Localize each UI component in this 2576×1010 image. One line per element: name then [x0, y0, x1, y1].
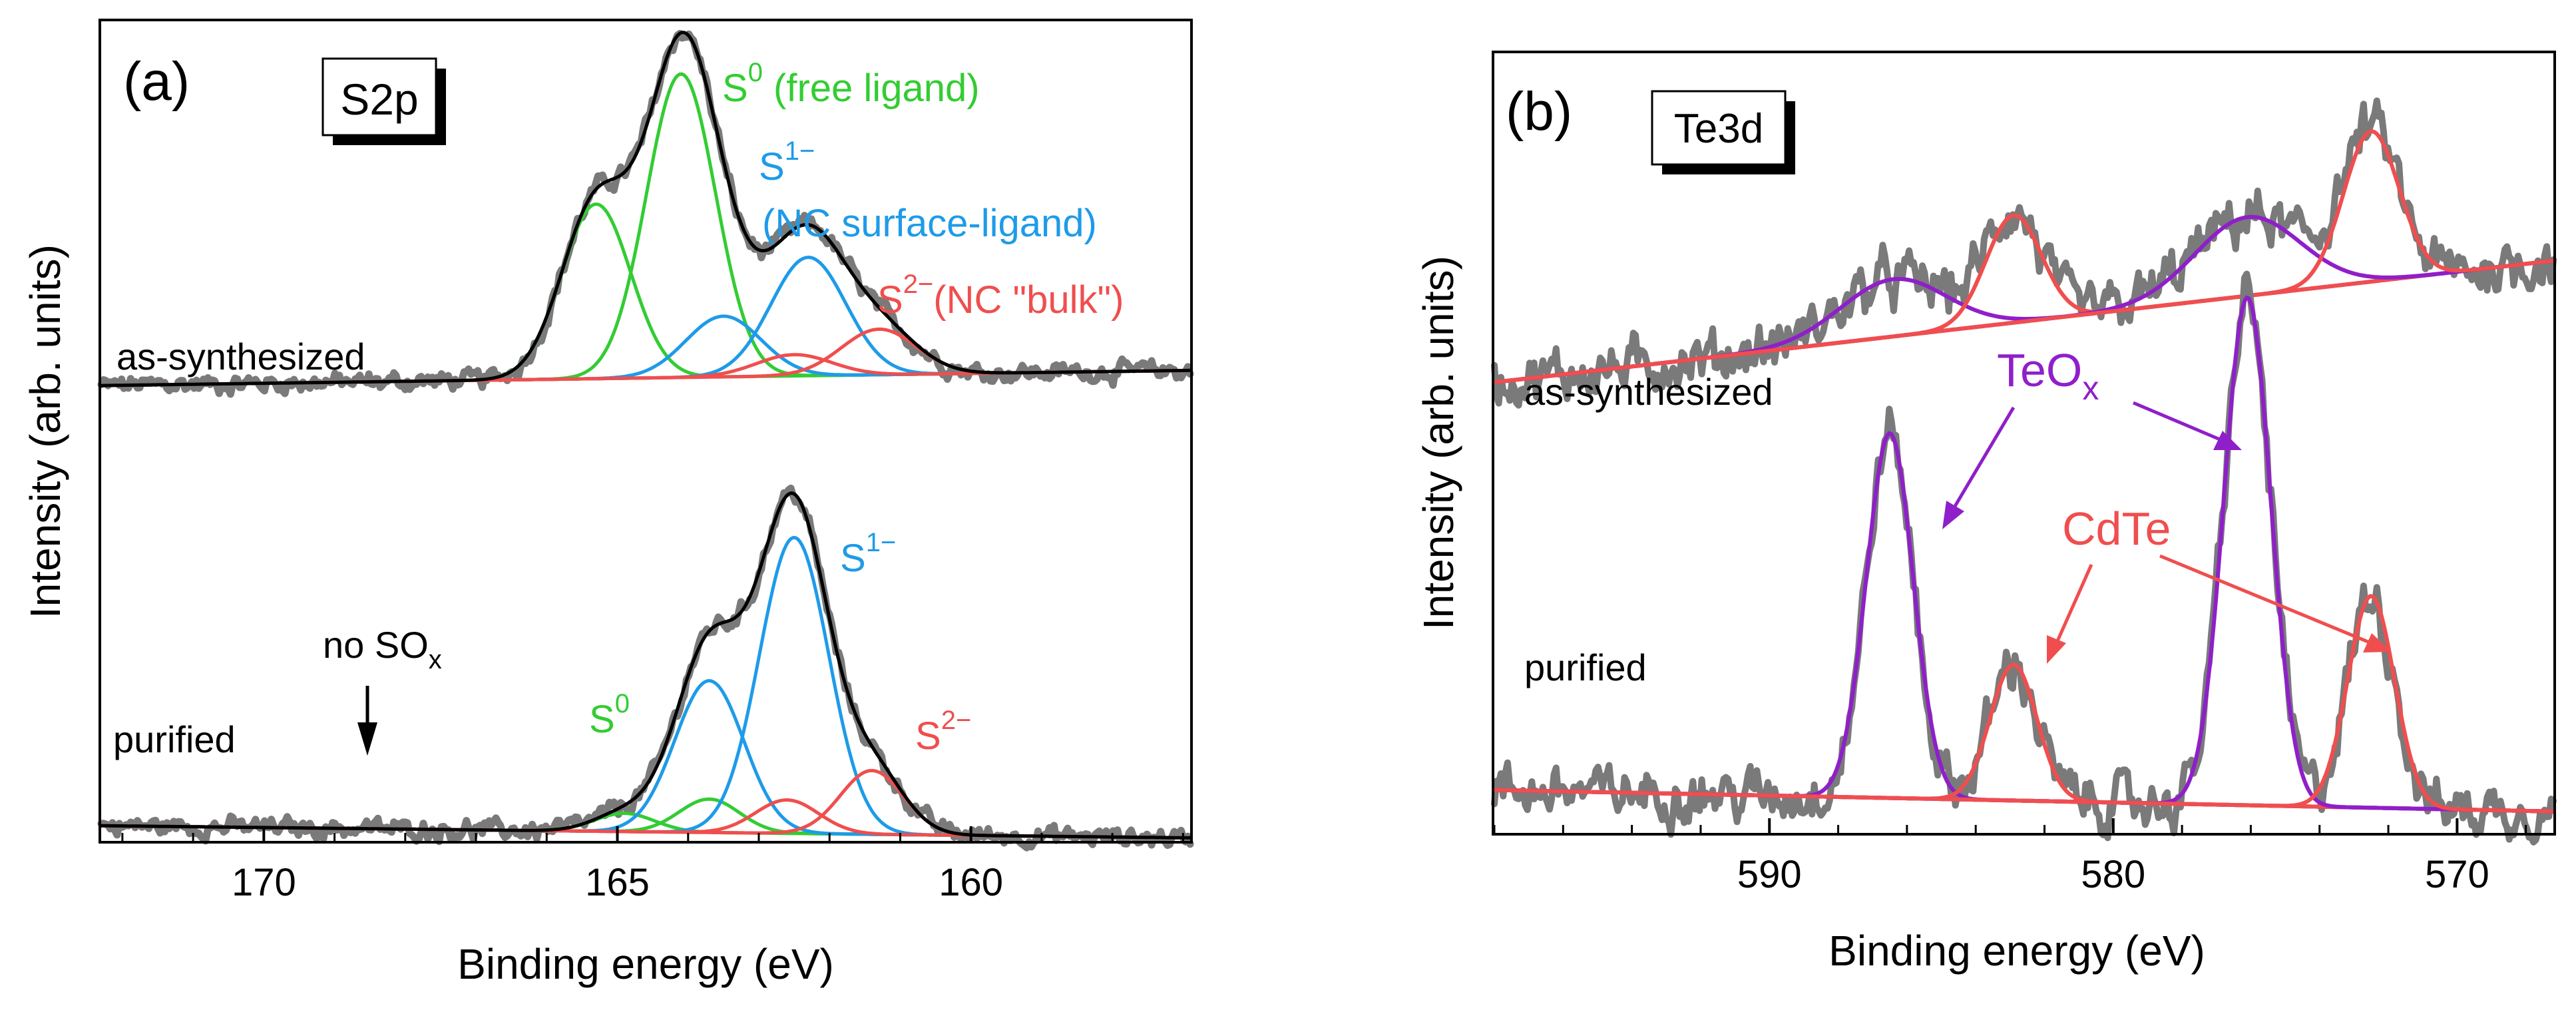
panel-a-x-axis-title: Binding energy (eV): [457, 940, 834, 988]
fit-component-cdte-as-synthesized: [1494, 129, 2554, 385]
panel-a-letter: (a): [123, 51, 190, 112]
label-s0-bottom: S0: [589, 689, 630, 741]
panel-a-element-label: S2p: [340, 75, 418, 124]
measured-data-purified: [97, 484, 1194, 852]
label-s2-bottom: S2−: [915, 706, 971, 758]
x-tick-label-580: 580: [2081, 853, 2145, 896]
cdte-arrow-left: [2047, 563, 2093, 664]
teox-arrow-right: [2133, 401, 2242, 450]
label-s1-top-note: (NC surface-ligand): [762, 202, 1097, 245]
label-s2-top: S2−(NC "bulk"): [877, 270, 1124, 322]
fit-envelope-as-synthesized: [101, 31, 1191, 387]
x-tick-label-165: 165: [585, 861, 650, 904]
panel-b-x-axis-title: Binding energy (eV): [1828, 927, 2205, 975]
x-tick-label-170: 170: [232, 861, 296, 904]
label-s1-bottom: S1−: [840, 528, 896, 580]
x-tick-label-570: 570: [2425, 853, 2489, 896]
label-no-sox: no SOx: [323, 624, 442, 674]
panel-a-y-axis-title: Intensity (arb. units): [21, 244, 69, 619]
panel-b-y-axis-title: Intensity (arb. units): [1414, 256, 1462, 630]
cdte-arrow-right: [2159, 554, 2392, 652]
panel-a-s2p: 170 165 160 (a) S2p S0 (free ligand) S1− (…: [21, 19, 1194, 988]
x-tick-label-160: 160: [939, 861, 1003, 904]
teox-arrow-left: [1942, 406, 2016, 529]
panel-a-element-box: S2p: [322, 57, 446, 145]
panel-b-plot-area: [1491, 97, 2557, 846]
panel-b-frame: [1492, 51, 2556, 836]
x-tick-label-590: 590: [1737, 853, 1802, 896]
panel-b-element-box: Te3d: [1651, 90, 1795, 174]
label-cdte: CdTe: [2062, 503, 2171, 555]
label-s0-top: S0 (free ligand): [722, 58, 980, 110]
panel-b-x-ticks: 590 580 570: [1493, 818, 2527, 896]
panel-b-label-as-synthesized: as-synthesized: [1524, 371, 1773, 413]
fit-envelope-purified: [101, 491, 1190, 840]
panel-a-label-as-synthesized: as-synthesized: [116, 336, 365, 378]
label-s1-top: S1−: [759, 136, 815, 188]
no-sox-arrow: [357, 686, 377, 756]
panel-b-element-label: Te3d: [1674, 106, 1763, 152]
panel-b-te3d: 590 580 570 (b) Te3d as-synthesized purifi…: [1414, 51, 2557, 975]
panel-b-label-purified: purified: [1524, 646, 1647, 688]
panel-b-letter: (b): [1506, 81, 1572, 142]
panel-a-x-ticks: 170 165 160: [121, 826, 1184, 904]
fit-component-cdte-purified: [1494, 594, 2554, 814]
panel-a-frame: [99, 19, 1193, 844]
panel-a-plot-area: [97, 30, 1194, 852]
label-teox: TeOx: [1997, 344, 2099, 407]
panel-a-label-purified: purified: [113, 718, 236, 760]
